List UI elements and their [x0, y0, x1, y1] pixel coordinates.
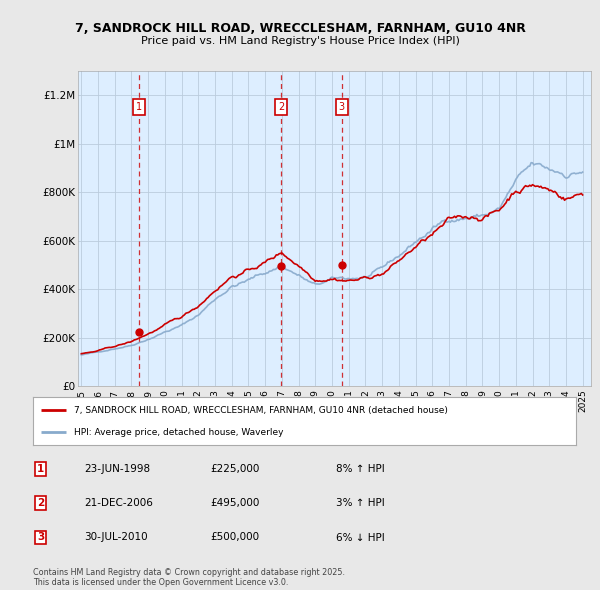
Text: Price paid vs. HM Land Registry's House Price Index (HPI): Price paid vs. HM Land Registry's House … [140, 37, 460, 46]
Text: Contains HM Land Registry data © Crown copyright and database right 2025.
This d: Contains HM Land Registry data © Crown c… [33, 568, 345, 587]
Text: 7, SANDROCK HILL ROAD, WRECCLESHAM, FARNHAM, GU10 4NR: 7, SANDROCK HILL ROAD, WRECCLESHAM, FARN… [74, 22, 526, 35]
Text: 23-JUN-1998: 23-JUN-1998 [84, 464, 150, 474]
Text: HPI: Average price, detached house, Waverley: HPI: Average price, detached house, Wave… [74, 428, 283, 437]
Text: 1: 1 [37, 464, 44, 474]
Text: £500,000: £500,000 [210, 533, 259, 542]
Text: 3: 3 [338, 102, 345, 112]
Text: 7, SANDROCK HILL ROAD, WRECCLESHAM, FARNHAM, GU10 4NR (detached house): 7, SANDROCK HILL ROAD, WRECCLESHAM, FARN… [74, 406, 448, 415]
Text: 1: 1 [136, 102, 142, 112]
Text: 8% ↑ HPI: 8% ↑ HPI [336, 464, 385, 474]
Text: 2: 2 [278, 102, 284, 112]
Text: 3: 3 [37, 533, 44, 542]
Text: 21-DEC-2006: 21-DEC-2006 [84, 499, 153, 508]
Text: 3% ↑ HPI: 3% ↑ HPI [336, 499, 385, 508]
Text: 6% ↓ HPI: 6% ↓ HPI [336, 533, 385, 542]
Text: £495,000: £495,000 [210, 499, 259, 508]
Text: £225,000: £225,000 [210, 464, 259, 474]
Text: 2: 2 [37, 499, 44, 508]
Text: 30-JUL-2010: 30-JUL-2010 [84, 533, 148, 542]
